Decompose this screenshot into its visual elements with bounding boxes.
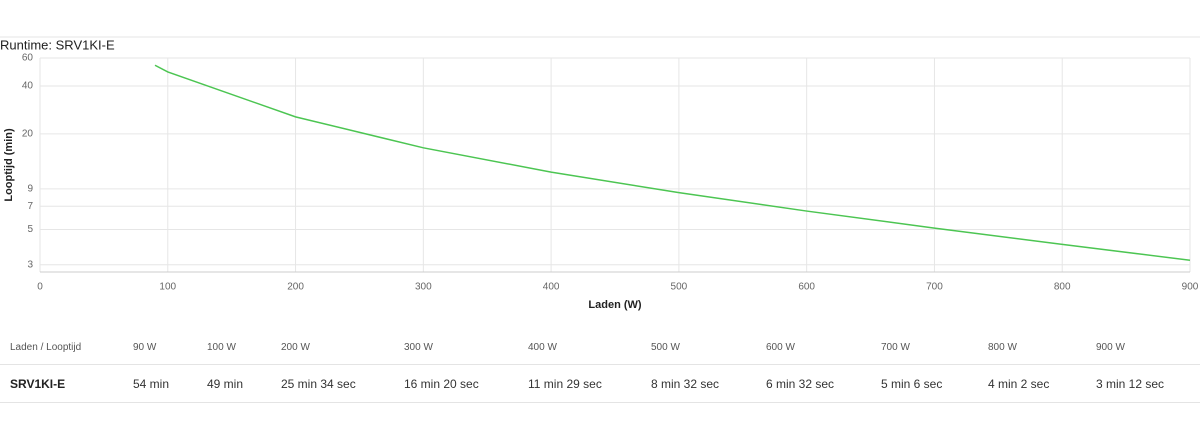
x-tick-label: 800 xyxy=(1054,282,1071,293)
chart-title: Runtime: SRV1KI-E xyxy=(0,37,115,52)
row-divider xyxy=(0,364,1200,365)
table-cell: 8 min 32 sec xyxy=(651,377,720,391)
x-tick-label: 0 xyxy=(37,282,43,293)
x-tick-label: 700 xyxy=(926,282,943,293)
header-cell: 90 W xyxy=(133,342,157,353)
header-cell: 900 W xyxy=(1096,342,1125,353)
header-cell: 100 W xyxy=(207,342,236,353)
table-cell: 3 min 12 sec xyxy=(1096,377,1165,391)
row-divider xyxy=(0,402,1200,403)
table-cell: SRV1KI-E xyxy=(10,377,66,391)
header-cell: 200 W xyxy=(281,342,310,353)
y-tick-label: 7 xyxy=(27,201,33,212)
header-cell: 400 W xyxy=(528,342,557,353)
x-tick-label: 600 xyxy=(798,282,815,293)
table-cell: 6 min 32 sec xyxy=(766,377,835,391)
table-cell: 11 min 29 sec xyxy=(528,377,602,391)
y-tick-label: 5 xyxy=(27,224,33,235)
header-cell: 300 W xyxy=(404,342,433,353)
x-axis-label: Laden (W) xyxy=(588,299,641,311)
x-tick-label: 300 xyxy=(415,282,432,293)
table-cell: 16 min 20 sec xyxy=(404,377,479,391)
table-cell: 49 min xyxy=(207,377,244,391)
x-tick-label: 100 xyxy=(159,282,176,293)
x-tick-label: 400 xyxy=(543,282,560,293)
y-tick-label: 60 xyxy=(22,53,34,64)
table-cell: 25 min 34 sec xyxy=(281,377,356,391)
header-cell: 700 W xyxy=(881,342,910,353)
chart: Runtime: SRV1KI-E Laden (W) Looptijd (mi… xyxy=(0,36,1200,311)
table-cell: 5 min 6 sec xyxy=(881,377,943,391)
x-tick-label: 900 xyxy=(1182,282,1199,293)
header-cell: 800 W xyxy=(988,342,1017,353)
data-line xyxy=(154,64,1191,262)
y-tick-label: 9 xyxy=(27,184,33,195)
table: Laden / Looptijd 90 W 100 W 200 W 300 W 400 W… xyxy=(0,330,1200,405)
y-tick-label: 20 xyxy=(22,128,34,139)
x-tick-label: 200 xyxy=(287,282,304,293)
y-tick-label: 40 xyxy=(22,81,34,92)
y-tick-label: 3 xyxy=(27,259,33,270)
y-axis-label: Looptijd (min) xyxy=(3,128,15,202)
header-cell: Laden / Looptijd xyxy=(10,342,82,353)
x-tick-label: 500 xyxy=(671,282,688,293)
table-cell: 54 min xyxy=(133,377,170,391)
header-cell: 600 W xyxy=(766,342,795,353)
table-cell: 4 min 2 sec xyxy=(988,377,1050,391)
header-cell: 500 W xyxy=(651,342,680,353)
